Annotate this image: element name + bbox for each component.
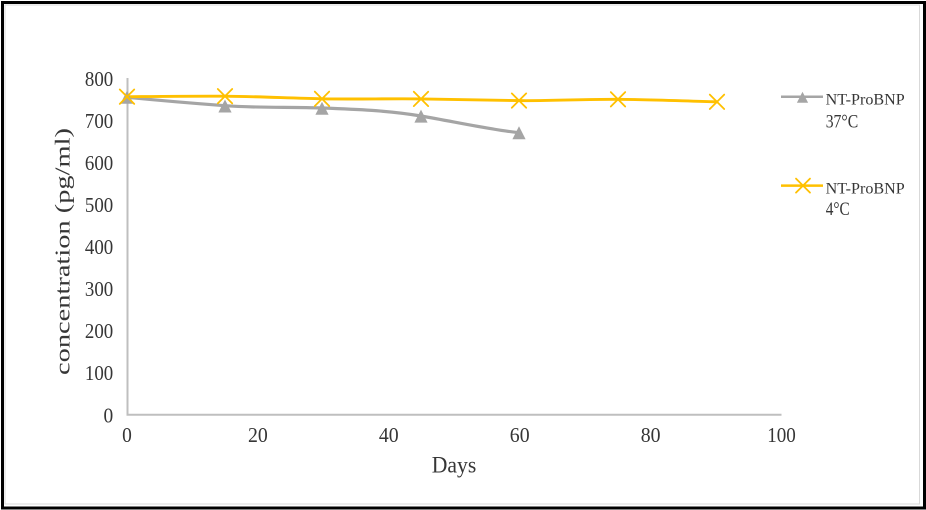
svg-text:200: 200 (85, 319, 113, 343)
svg-text:0: 0 (122, 423, 132, 447)
svg-text:500: 500 (85, 193, 113, 217)
svg-text:concentration (pg/ml): concentration (pg/ml) (51, 128, 75, 375)
svg-text:100: 100 (767, 423, 796, 447)
svg-text:NT-ProBNP: NT-ProBNP (826, 181, 905, 198)
svg-text:100: 100 (85, 361, 113, 385)
svg-text:400: 400 (85, 235, 113, 259)
svg-text:4°C: 4°C (826, 199, 850, 220)
svg-text:80: 80 (641, 423, 661, 447)
svg-text:37°C: 37°C (826, 111, 859, 132)
svg-text:20: 20 (248, 423, 268, 447)
svg-text:600: 600 (85, 151, 113, 175)
svg-text:Days: Days (432, 453, 477, 478)
svg-text:0: 0 (104, 403, 114, 427)
svg-text:700: 700 (85, 109, 113, 133)
svg-text:300: 300 (85, 277, 113, 301)
svg-text:40: 40 (379, 423, 399, 447)
svg-text:60: 60 (510, 423, 530, 447)
svg-text:800: 800 (85, 67, 113, 91)
svg-text:NT-ProBNP: NT-ProBNP (826, 91, 905, 108)
